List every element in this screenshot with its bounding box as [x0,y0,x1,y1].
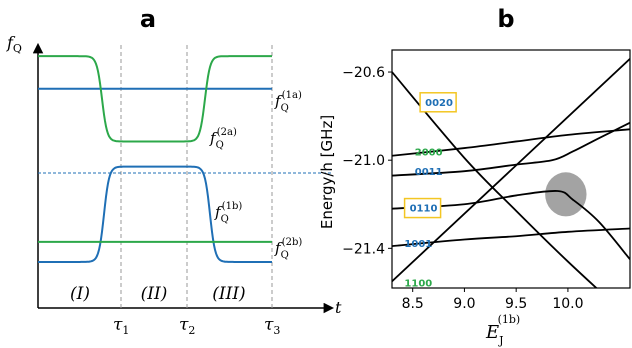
energy-level-3 [392,128,630,157]
legend-f1a: fQ(1a) [274,90,302,114]
state-label-0011: 0011 [415,167,443,178]
panel-a-title: a [140,5,156,33]
region-II: (II) [141,284,168,304]
state-label-0110: 0110 [410,204,438,215]
curve-f1b [38,165,272,263]
energy-level-6 [392,227,630,248]
state-label-0020: 0020 [425,98,453,109]
region-III: (III) [212,284,245,304]
energy-level-1 [392,71,598,288]
state-box-0110 [403,197,442,219]
state-label-2000: 2000 [415,147,443,158]
panel-a: a fQ t fQ(1a) fQ(2a) fQ(1b) fQ(2b) (I) (… [6,5,342,337]
panel-a-ylabel: fQ [6,33,22,55]
legend-f1b: fQ(1b) [214,201,242,225]
legend-f2a: fQ(2a) [209,127,237,151]
panel-a-xlabel: t [335,298,342,317]
x-tick-label: 10.0 [552,296,583,312]
panel-b-frame [391,49,631,289]
region-I: (I) [70,284,90,304]
energy-level-5 [392,190,630,260]
y-tick-label: −21.0 [342,153,385,169]
panel-b-title: b [497,5,514,33]
energy-level-4 [392,121,630,177]
curve-f2a [38,55,272,143]
legend-f2b: fQ(2b) [274,237,302,261]
energy-level-2 [392,58,630,283]
x-tick-label: 8.5 [402,296,424,312]
state-label-1001: 1001 [404,239,432,250]
panel-b-ticks: 8.5 9.0 9.5 10.0 −20.6 −21.0 −21.4 [342,65,583,312]
tick-tau2: τ2 [179,315,195,337]
state-labels: 0020 2000 0011 0110 1001 1100 [403,92,457,289]
y-tick-label: −20.6 [342,65,385,81]
energy-levels [392,58,630,288]
panel-b: b 8.5 9.0 9.5 10.0−20.6−21.0−21.4 002020000… [318,5,631,347]
x-tick-label: 9.0 [453,296,475,312]
y-tick-label: −21.4 [342,241,385,257]
tick-tau3: τ3 [264,315,280,337]
state-label-1100: 1100 [404,278,432,289]
state-box-0020 [419,92,457,113]
x-tick-label: 9.5 [505,296,527,312]
panel-b-xlabel: EJ(1b) [485,313,520,347]
panel-b-ylabel: Energy/h [GHz] [318,115,336,229]
tick-tau1: τ1 [113,315,129,337]
